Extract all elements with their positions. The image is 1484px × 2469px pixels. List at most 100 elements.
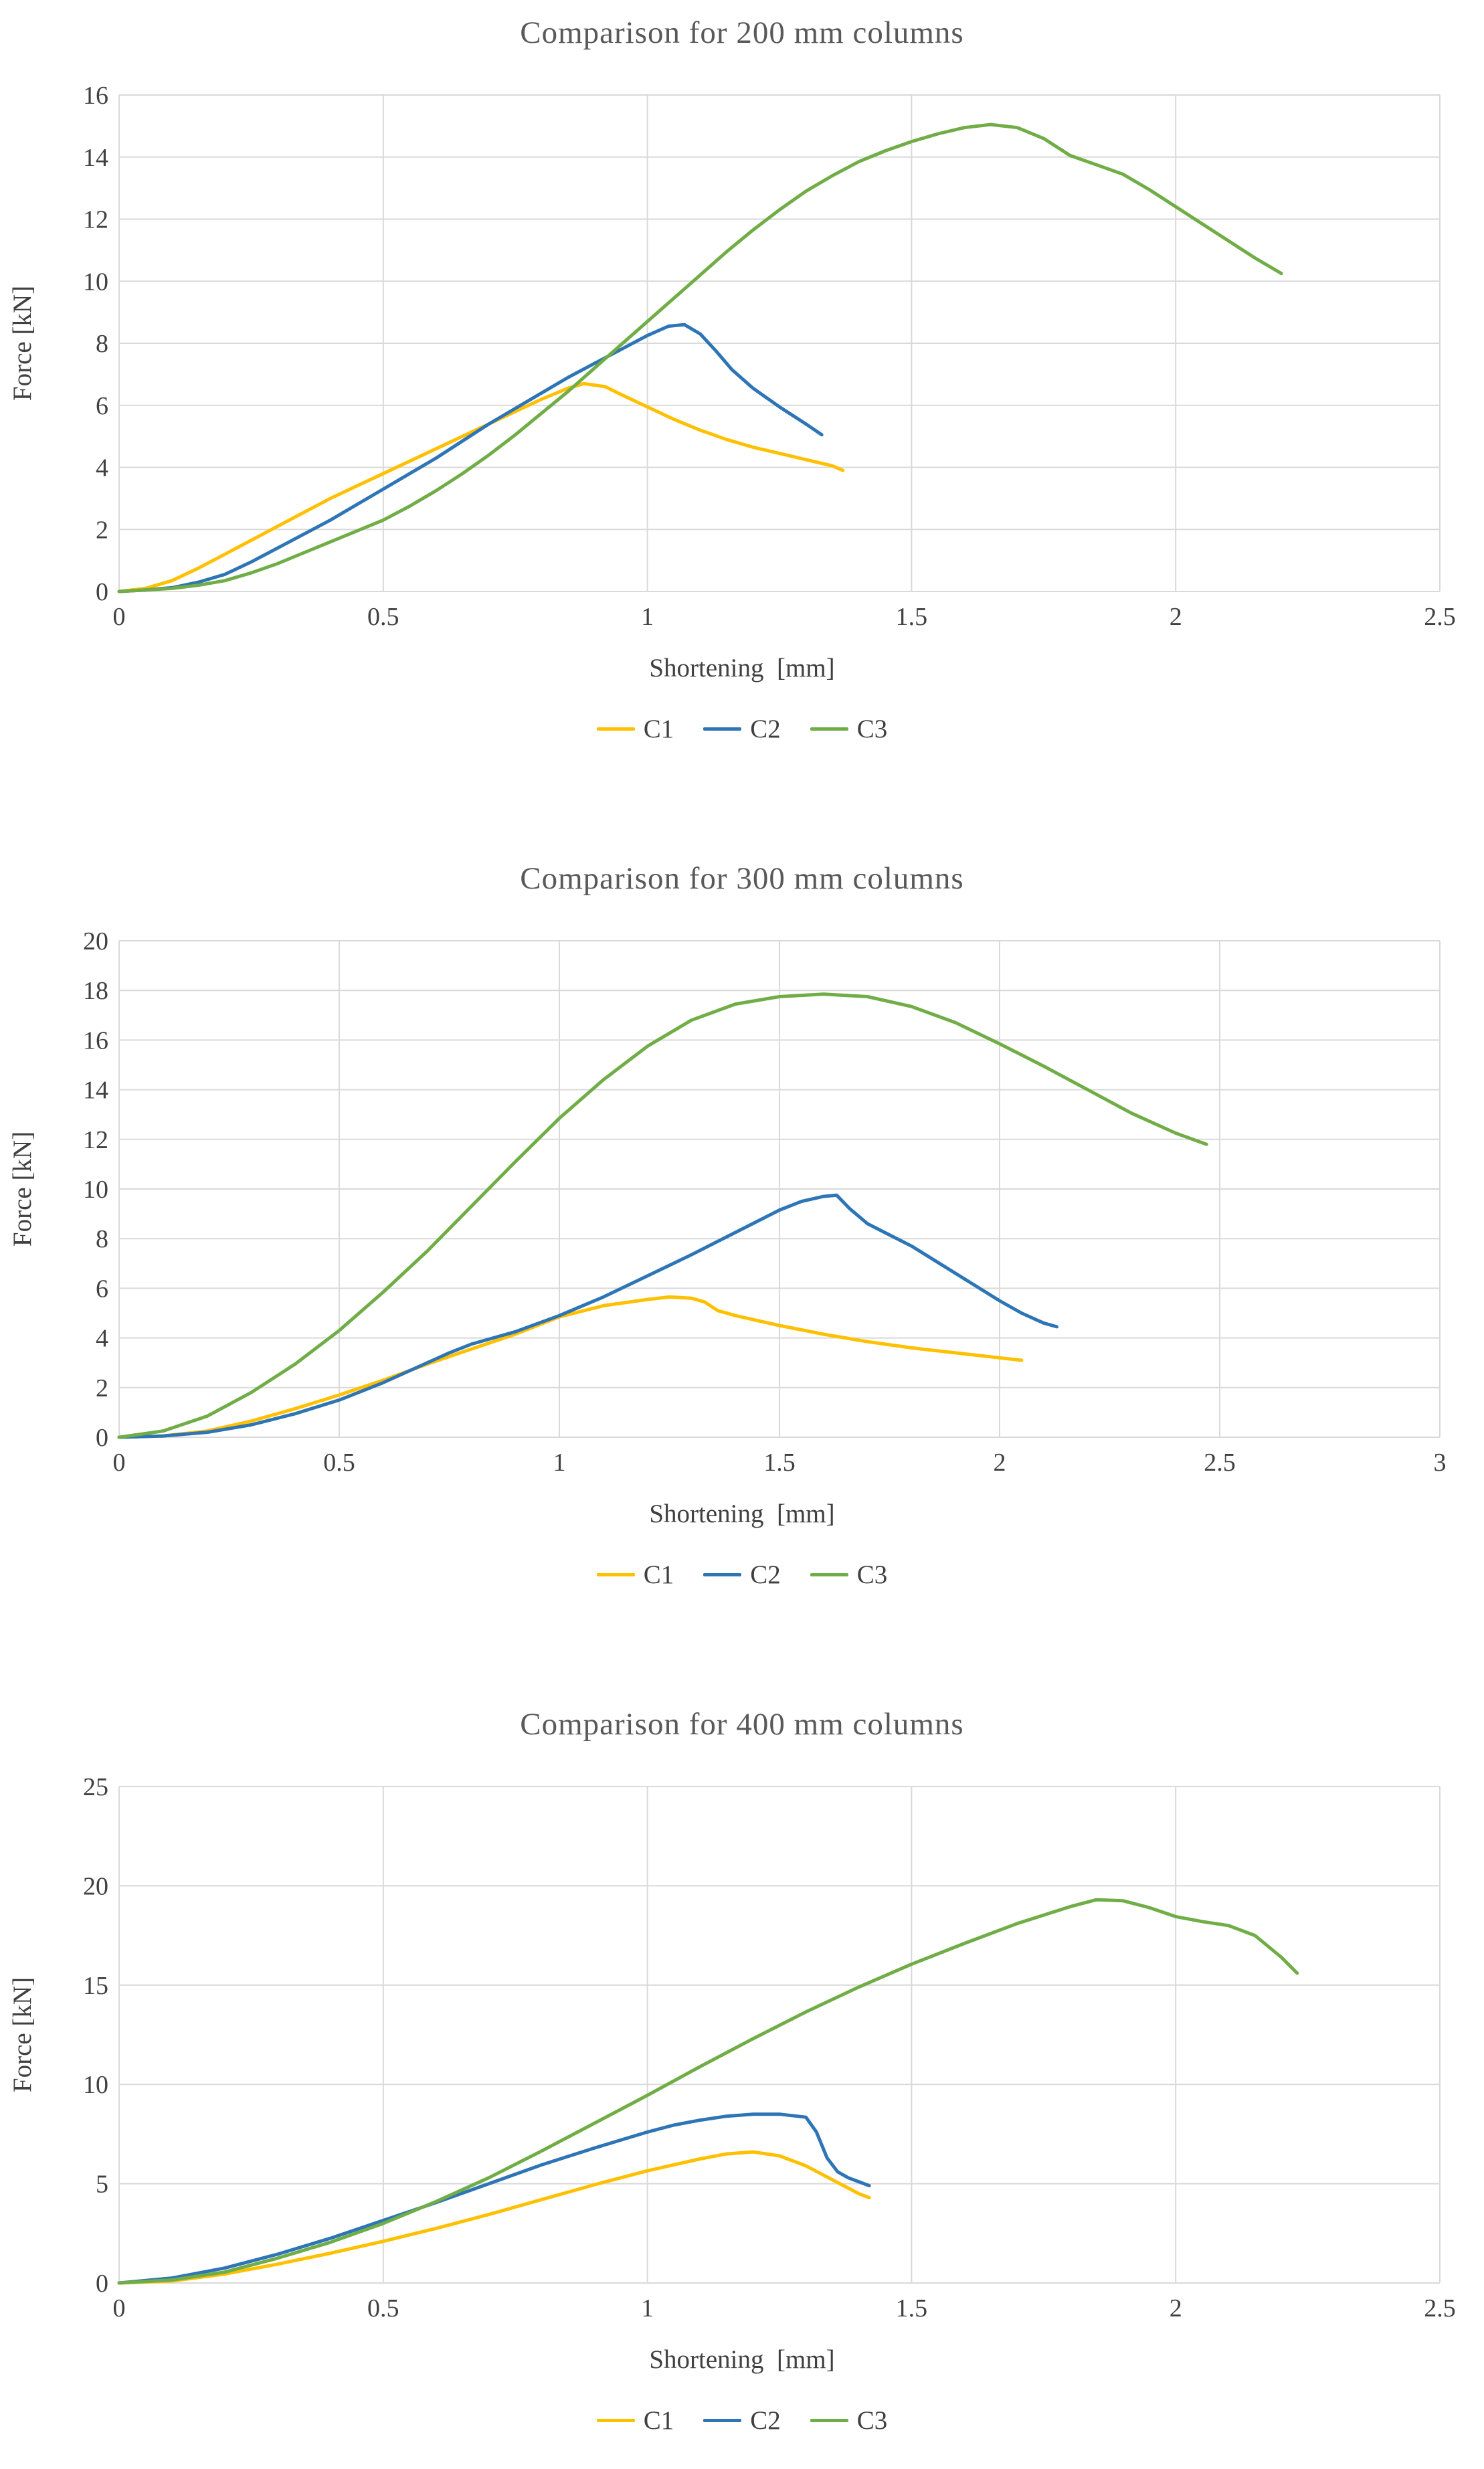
chart-title-300mm: Comparison for 300 mm columns [520, 861, 964, 896]
legend-item-C2: C2 [703, 714, 781, 744]
legend-swatch-C2 [703, 2419, 742, 2422]
series-line-C2 [117, 323, 824, 593]
legend-label-C2: C2 [750, 1560, 781, 1589]
y-tick-label: 10 [83, 2071, 108, 2099]
legend-swatch-C1 [596, 1573, 635, 1576]
legend-item-C1: C1 [596, 2405, 674, 2436]
y-axis-title: Force [kN] [8, 286, 37, 401]
y-tick-label: 2 [96, 516, 108, 544]
chart-400mm-columns: Comparison for 400 mm columns 0 0.5 1 1.5 2 2… [0, 1696, 1484, 2436]
chart-200mm-columns: Comparison for 200 mm columns 0 0.5 1 1.5 2 2… [0, 4, 1484, 744]
x-tick-label: 1 [641, 603, 654, 631]
x-tick-label: 2.5 [1424, 603, 1456, 631]
y-tick-label: 18 [83, 977, 108, 1005]
legend-item-C3: C3 [810, 2405, 888, 2436]
y-tick-label: 4 [96, 454, 108, 482]
chart-title-200mm: Comparison for 200 mm columns [520, 15, 964, 50]
legend-swatch-C2 [703, 1573, 742, 1576]
y-tick-label: 0 [96, 578, 108, 606]
x-axis-title-400mm: Shortening [mm] [649, 2345, 835, 2374]
legend-swatch-C3 [810, 2419, 848, 2422]
x-tick-label: 2.5 [1204, 1449, 1236, 1477]
y-tick-label: 16 [83, 86, 108, 110]
series-line-C1 [117, 1295, 1024, 1439]
x-tick-label: 1.5 [896, 2294, 928, 2322]
chart-300mm-columns: Comparison for 300 mm columns 0 0.5 1 1.5 2 2… [0, 850, 1484, 1590]
y-tick-label: 20 [83, 1872, 108, 1900]
legend-swatch-C2 [703, 727, 742, 731]
y-tick-label: 8 [96, 330, 108, 358]
plot-canvas: 0 0.5 1 1.5 2 2.5 0 2 4 6 8 10 12 14 16 Force [kN] [8, 82, 1456, 631]
y-tick-label: 20 [83, 931, 108, 955]
legend-label-C2: C2 [750, 715, 781, 743]
x-tick-label: 2 [1170, 2294, 1182, 2322]
y-tick-label: 14 [83, 1077, 108, 1105]
y-tick-label: 10 [83, 1176, 108, 1204]
x-tick-label: 3 [1434, 1449, 1447, 1477]
y-tick-label: 12 [83, 1126, 108, 1154]
y-tick-label: 0 [96, 1424, 108, 1452]
series-line-C3 [117, 992, 1208, 1439]
legend-swatch-C1 [596, 2419, 635, 2422]
y-tick-label: 10 [83, 268, 108, 296]
series-line-C2 [117, 2112, 871, 2285]
y-axis-title: Force [kN] [8, 1977, 37, 2092]
series-line-C3 [117, 1898, 1299, 2285]
legend-label-C3: C3 [856, 715, 888, 743]
x-tick-label: 2 [994, 1449, 1006, 1477]
y-tick-label: 6 [96, 1275, 108, 1303]
legend-item-C2: C2 [703, 1560, 781, 1590]
x-axis-title-200mm: Shortening [mm] [649, 654, 835, 682]
series-line-C2 [117, 1193, 1058, 1439]
legend-item-C2: C2 [703, 2405, 781, 2436]
plot-canvas: 0 0.5 1 1.5 2 2.5 3 0 2 4 6 8 10 12 14 16 18 20 Force [kN] [8, 927, 1447, 1477]
legend-item-C3: C3 [810, 1560, 888, 1590]
y-tick-label: 5 [96, 2171, 108, 2199]
legend-label-C2: C2 [750, 2406, 781, 2435]
series-line-C1 [117, 381, 845, 593]
plot-area-200mm: 0 0.5 1 1.5 2 2.5 0 2 4 6 8 10 12 14 16 Force [kN] [0, 82, 1484, 634]
legend-label-C1: C1 [643, 715, 674, 743]
legend-swatch-C3 [810, 1573, 848, 1576]
legend-swatch-C3 [810, 727, 848, 731]
y-tick-label: 2 [96, 1374, 108, 1402]
legend-label-C1: C1 [643, 1560, 674, 1589]
legend-label-C3: C3 [856, 1560, 888, 1589]
x-tick-label: 0.5 [323, 1449, 355, 1477]
chart-title-400mm: Comparison for 400 mm columns [520, 1707, 964, 1742]
x-tick-label: 0 [113, 2294, 126, 2322]
x-tick-label: 0.5 [367, 603, 399, 631]
y-tick-label: 12 [83, 206, 108, 234]
x-tick-label: 0 [113, 1449, 126, 1477]
x-tick-label: 1 [553, 1449, 566, 1477]
y-tick-label: 6 [96, 392, 108, 420]
legend-200mm: C1 C2 C3 [0, 714, 1484, 744]
legend-400mm: C1 C2 C3 [0, 2405, 1484, 2436]
series-line-C3 [117, 122, 1283, 593]
x-tick-label: 1 [641, 2294, 654, 2322]
legend-label-C3: C3 [856, 2406, 888, 2435]
series-line-C1 [117, 2150, 871, 2285]
y-tick-label: 14 [83, 144, 108, 172]
x-tick-label: 2.5 [1424, 2294, 1456, 2322]
plot-canvas: 0 0.5 1 1.5 2 2.5 0 5 10 15 20 25 Force [kN] [8, 1773, 1456, 2322]
y-tick-label: 0 [96, 2270, 108, 2298]
legend-300mm: C1 C2 C3 [0, 1560, 1484, 1590]
y-axis-title: Force [kN] [8, 1131, 37, 1247]
legend-item-C1: C1 [596, 714, 674, 744]
legend-label-C1: C1 [643, 2406, 674, 2435]
y-tick-label: 8 [96, 1225, 108, 1253]
y-tick-label: 15 [83, 1972, 108, 2000]
x-axis-title-300mm: Shortening [mm] [649, 1499, 835, 1528]
plot-area-400mm: 0 0.5 1 1.5 2 2.5 0 5 10 15 20 25 Force [kN] [0, 1773, 1484, 2326]
x-tick-label: 1.5 [763, 1449, 796, 1477]
x-tick-label: 0 [113, 603, 126, 631]
legend-swatch-C1 [596, 727, 635, 731]
y-tick-label: 16 [83, 1026, 108, 1055]
x-tick-label: 2 [1170, 603, 1182, 631]
y-tick-label: 25 [83, 1777, 108, 1801]
y-tick-label: 4 [96, 1325, 108, 1353]
x-tick-label: 1.5 [896, 603, 928, 631]
legend-item-C3: C3 [810, 714, 888, 744]
